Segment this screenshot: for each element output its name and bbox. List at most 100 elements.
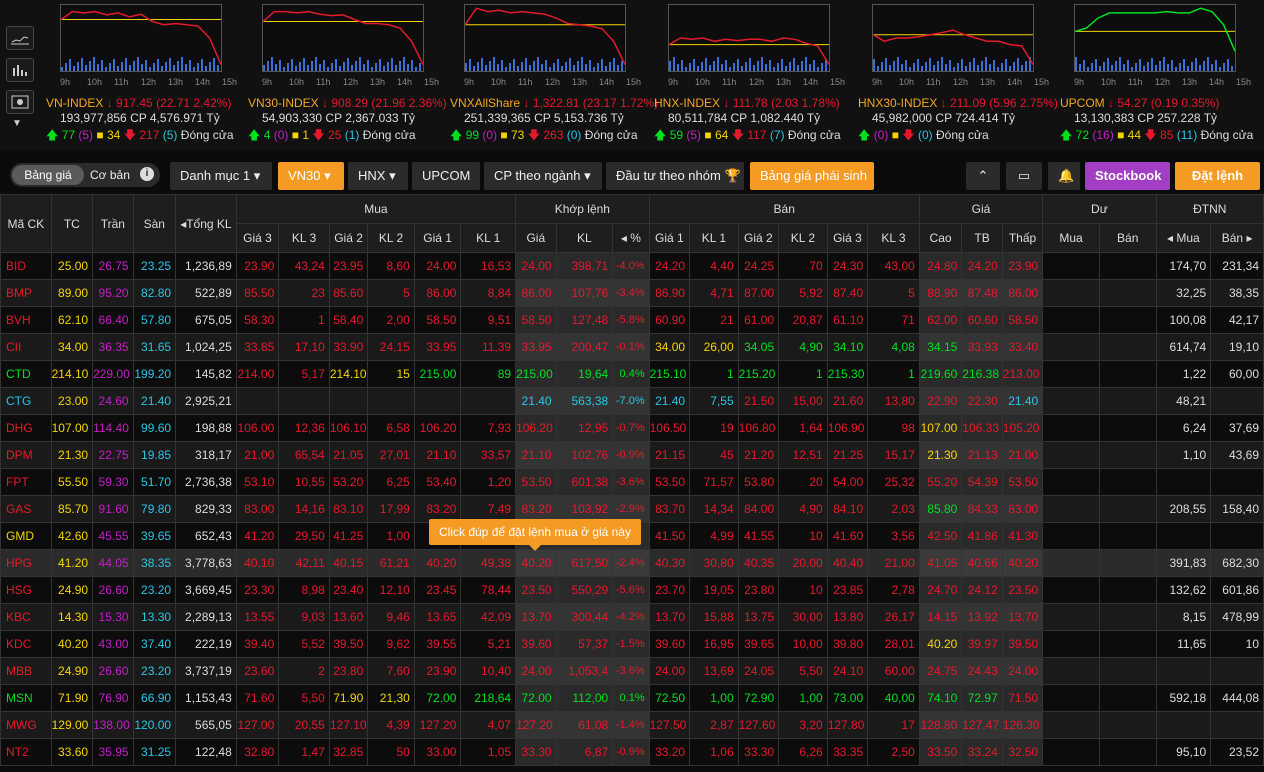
ask-price[interactable]: 39.80 xyxy=(826,630,869,658)
bid-volume[interactable]: 5,17 xyxy=(278,360,330,388)
ask-volume[interactable]: 28,01 xyxy=(867,630,920,658)
caret-down-icon[interactable]: ▼ xyxy=(12,118,22,129)
symbol-cell[interactable]: MSN xyxy=(0,684,52,712)
bid-volume[interactable]: 17,10 xyxy=(278,333,330,361)
symbol-cell[interactable]: CII xyxy=(0,333,52,361)
ask-price[interactable]: 106.90 xyxy=(826,414,869,442)
bid-volume[interactable]: 9,62 xyxy=(367,630,415,658)
bid-volume[interactable]: 24,15 xyxy=(367,333,415,361)
ask-price[interactable]: 106.50 xyxy=(648,414,691,442)
bid-price[interactable]: 53.20 xyxy=(328,468,369,496)
bid-volume[interactable] xyxy=(278,387,330,415)
ask-price[interactable]: 23.85 xyxy=(826,576,869,604)
bid-price[interactable]: 58.40 xyxy=(328,306,369,334)
ask-volume[interactable]: 71 xyxy=(867,306,920,334)
ask-volume[interactable]: 12,51 xyxy=(778,441,828,469)
bid-price[interactable]: 41.25 xyxy=(328,522,369,550)
symbol-cell[interactable]: BVH xyxy=(0,306,52,334)
bid-volume[interactable]: 4,07 xyxy=(460,711,517,739)
bid-price[interactable]: 215.00 xyxy=(413,360,462,388)
ask-volume[interactable]: 13,69 xyxy=(689,657,739,685)
bid-volume[interactable]: 10,55 xyxy=(278,468,330,496)
view-toggle[interactable]: Bảng giá Cơ bản i xyxy=(10,163,160,187)
ask-price[interactable]: 84.10 xyxy=(826,495,869,523)
bid-volume[interactable]: 5,50 xyxy=(278,684,330,712)
ask-price[interactable]: 24.30 xyxy=(826,252,869,280)
bid-volume[interactable]: 78,44 xyxy=(460,576,517,604)
ask-price[interactable]: 24.25 xyxy=(737,252,780,280)
ask-price[interactable]: 41.60 xyxy=(826,522,869,550)
ask-volume[interactable]: 21 xyxy=(689,306,739,334)
bid-price[interactable]: 58.30 xyxy=(235,306,280,334)
ask-price[interactable]: 86.90 xyxy=(648,279,691,307)
bid-price[interactable]: 21.00 xyxy=(235,441,280,469)
ask-price[interactable]: 33.35 xyxy=(826,738,869,766)
bid-price[interactable]: 106.10 xyxy=(328,414,369,442)
bid-volume[interactable]: 2,00 xyxy=(367,306,415,334)
ask-price[interactable]: 23.80 xyxy=(737,576,780,604)
ask-volume[interactable]: 1 xyxy=(867,360,920,388)
bid-volume[interactable]: 5,21 xyxy=(460,630,517,658)
bid-volume[interactable]: 8,84 xyxy=(460,279,517,307)
ask-price[interactable]: 127.60 xyxy=(737,711,780,739)
ask-volume[interactable]: 2,03 xyxy=(867,495,920,523)
ask-price[interactable]: 41.55 xyxy=(737,522,780,550)
symbol-cell[interactable]: CTD xyxy=(0,360,52,388)
ask-price[interactable]: 83.70 xyxy=(648,495,691,523)
bell-icon[interactable]: 🔔 xyxy=(1048,162,1080,190)
index-card[interactable]: 9h 10h 11h 12h 13h 14h 15h UPCOM ↓ 54.27 (0.19… xyxy=(1060,0,1260,150)
ask-volume[interactable]: 20,87 xyxy=(778,306,828,334)
ask-volume[interactable]: 3,56 xyxy=(867,522,920,550)
ask-volume[interactable]: 26,17 xyxy=(867,603,920,631)
bid-price[interactable]: 106.00 xyxy=(235,414,280,442)
ask-volume[interactable]: 5,50 xyxy=(778,657,828,685)
bid-volume[interactable]: 8,60 xyxy=(367,252,415,280)
ask-volume[interactable]: 15,00 xyxy=(778,387,828,415)
bid-price[interactable]: 127.00 xyxy=(235,711,280,739)
bid-price[interactable]: 23.95 xyxy=(328,252,369,280)
bid-price[interactable]: 33.85 xyxy=(235,333,280,361)
bid-price[interactable] xyxy=(413,387,462,415)
symbol-cell[interactable]: HSG xyxy=(0,576,52,604)
table-row[interactable]: HPG 41.20 44.05 38.35 3,778,63 40.10 42,1… xyxy=(0,549,1264,577)
ask-price[interactable]: 24.10 xyxy=(826,657,869,685)
bid-price[interactable]: 23.80 xyxy=(328,657,369,685)
bid-volume[interactable]: 9,51 xyxy=(460,306,517,334)
bid-price[interactable]: 23.60 xyxy=(235,657,280,685)
bid-volume[interactable]: 1 xyxy=(278,306,330,334)
ask-volume[interactable]: 70 xyxy=(778,252,828,280)
line-chart-icon[interactable] xyxy=(6,26,34,50)
ask-volume[interactable]: 21,00 xyxy=(867,549,920,577)
bid-volume[interactable]: 14,16 xyxy=(278,495,330,523)
ask-price[interactable]: 127.80 xyxy=(826,711,869,739)
ask-volume[interactable]: 45 xyxy=(689,441,739,469)
bid-volume[interactable]: 61,21 xyxy=(367,549,415,577)
bid-price[interactable]: 214.10 xyxy=(328,360,369,388)
ask-price[interactable]: 54.00 xyxy=(826,468,869,496)
ask-volume[interactable]: 7,55 xyxy=(689,387,739,415)
bid-price[interactable]: 32.85 xyxy=(328,738,369,766)
ask-price[interactable]: 127.50 xyxy=(648,711,691,739)
bid-volume[interactable]: 12,36 xyxy=(278,414,330,442)
ask-volume[interactable]: 30,80 xyxy=(689,549,739,577)
bid-volume[interactable]: 49,38 xyxy=(460,549,517,577)
bid-price[interactable]: 23.90 xyxy=(235,252,280,280)
ask-volume[interactable]: 2,87 xyxy=(689,711,739,739)
bid-volume[interactable] xyxy=(460,387,517,415)
symbol-cell[interactable]: BMP xyxy=(0,279,52,307)
col-khop-pct[interactable]: ◂ % xyxy=(612,223,650,253)
ask-price[interactable]: 72.50 xyxy=(648,684,691,712)
bid-price[interactable]: 106.20 xyxy=(413,414,462,442)
symbol-cell[interactable]: MBB xyxy=(0,657,52,685)
ask-volume[interactable]: 15,88 xyxy=(689,603,739,631)
ask-volume[interactable]: 16,95 xyxy=(689,630,739,658)
ask-price[interactable]: 73.00 xyxy=(826,684,869,712)
symbol-cell[interactable]: HPG xyxy=(0,549,52,577)
col-nn-ban[interactable]: Bán ▸ xyxy=(1210,223,1264,253)
bid-volume[interactable]: 7,60 xyxy=(367,657,415,685)
bid-volume[interactable]: 9,46 xyxy=(367,603,415,631)
bid-price[interactable]: 53.40 xyxy=(413,468,462,496)
ask-volume[interactable]: 13,80 xyxy=(867,387,920,415)
ask-volume[interactable]: 17 xyxy=(867,711,920,739)
table-row[interactable]: CTG 23.00 24.60 21.40 2,925,21 21.40 563… xyxy=(0,387,1264,415)
